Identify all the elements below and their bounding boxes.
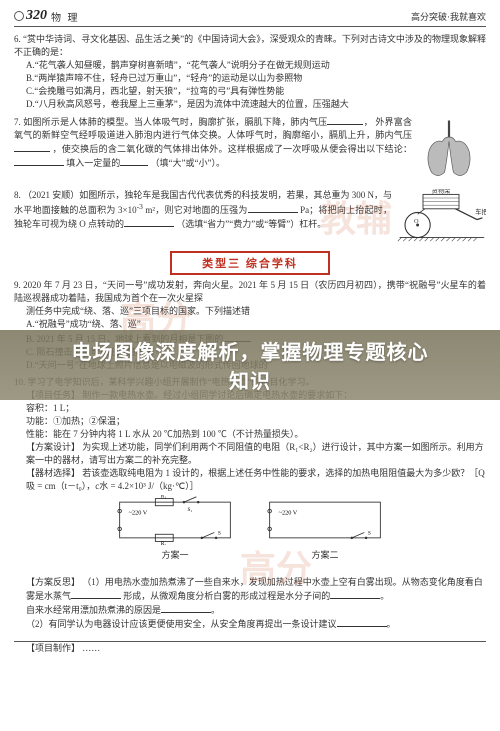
pivot-label: O (414, 219, 419, 226)
task4-label: 【方案反思】 (26, 577, 80, 587)
circuit1-icon: ~220 V R₁ S₁ R₂ S (110, 495, 240, 545)
cap-value: 1 L； (53, 403, 74, 413)
q8-sup: -3 (137, 202, 143, 211)
func-value: ①加热；②保温； (53, 416, 125, 426)
svg-text:S: S (218, 530, 221, 536)
question-8: 货物架 O 车把 8. （2021 安顺）如图所示，独轮 (14, 189, 486, 245)
cart-figure: 货物架 O 车把 (396, 189, 486, 245)
q6-option-b: B.“两岸猿声啼不住，轻舟已过万重山”，“轻舟”的运动是以山为参照物 (26, 72, 486, 85)
q10-blank-1 (71, 589, 121, 599)
q8-stem-d: （选填“省力”“费力”或“等臂”）杠杆。 (176, 219, 326, 229)
question-6: 6. “赏中华诗词、寻文化基因、品生活之美”的《中国诗词大会》，深受观众的青睐。… (14, 33, 486, 111)
func-label: 功能： (26, 416, 53, 426)
svg-text:~220 V: ~220 V (279, 510, 298, 517)
q6-option-d: D.“八月秋高风怒号，卷我屋上三重茅”，是因为流体中流速越大的位置，压强越大 (26, 98, 486, 111)
task4-c: 自来水经常用漂加热煮沸的原因是 (26, 605, 161, 615)
q7-stem-a: 如图所示是人体肺的模型。当人体吸气时，胸廓扩张，膈肌下降，肺内气压 (23, 117, 327, 127)
q7-blank-1 (327, 115, 363, 125)
question-7: 7. 如图所示是人体肺的模型。当人体吸气时，胸廓扩张，膈肌下降，肺内气压， 外界… (14, 115, 486, 185)
q7-blank-3 (14, 156, 64, 166)
svg-text:R₁: R₁ (161, 495, 167, 500)
svg-text:S₁: S₁ (188, 507, 193, 513)
perf-value: 能在 7 分钟内将 1 L 水从 20 ℃加热到 100 ℃（不计热量损失）。 (53, 429, 303, 439)
circuit-plan1: ~220 V R₁ S₁ R₂ S 方案一 (110, 495, 240, 562)
plan1-label: 方案一 (110, 549, 240, 562)
q9-number: 9. (14, 280, 21, 290)
svg-text:R₂: R₂ (161, 541, 167, 545)
slogan: 高分突破·我就喜欢 (411, 10, 486, 23)
q8-blank-2 (124, 217, 174, 227)
circuit-figures: ~220 V R₁ S₁ R₂ S 方案一 ~220 V S (14, 495, 486, 562)
page-number: 320 (14, 8, 47, 24)
plan2-label: 方案二 (260, 549, 390, 562)
svg-text:S: S (368, 530, 371, 536)
shelf-label: 货物架 (432, 189, 452, 195)
cap-label: 容积： (26, 403, 53, 413)
q10-blank-2 (330, 589, 380, 599)
overlay-line1: 电场图像深度解析，掌握物理专题核心 (72, 336, 429, 365)
q8-stem-b: m²，则它对地面的压强为 (145, 205, 247, 215)
subject-label: 物 理 (51, 9, 80, 24)
wheelbarrow-icon: 货物架 O 车把 (396, 189, 486, 243)
section-banner: 类型三 综合学科 (170, 251, 330, 275)
task5-text: …… (82, 643, 100, 653)
task3-label: 【器材选择】 (26, 468, 80, 478)
lungs-icon (416, 115, 482, 181)
q8-number: 8. (14, 190, 21, 200)
circuit2-icon: ~220 V S (260, 495, 390, 545)
q6-option-c: C.“会挽雕弓如满月，西北望，射天狼”，“拉弯的弓”具有弹性势能 (26, 85, 486, 98)
q7-stem-c: ，使交换后的含二氧化碳的气体排出体外。这样根据成了一次呼吸从便会得出以下结论： (52, 144, 412, 154)
q10-blank-3 (161, 603, 211, 613)
page-badge: 320 物 理 (14, 8, 80, 24)
overlay-title: 电场图像深度解析，掌握物理专题核心 知识 (72, 336, 429, 394)
q7-stem-e: （填“大”或“小”）。 (151, 158, 225, 168)
q7-stem-d: 填入一定量的 (66, 158, 120, 168)
task5-label: 【项目制作】 (26, 643, 80, 653)
overlay-line2: 知识 (72, 365, 429, 394)
perf-label: 性能： (26, 429, 53, 439)
page-header: 320 物 理 高分突破·我就喜欢 (14, 8, 486, 27)
q9-stem-a: 2020 年 7 月 23 日，“天问一号”成功发射，奔向火星。2021 年 5… (14, 280, 486, 303)
q9-stem-b: 测任务中完成“绕、落、巡”三项目标的国家。下列描述错 (14, 305, 486, 318)
q6-number: 6. (14, 34, 21, 44)
lungs-figure (416, 115, 486, 185)
q7-number: 7. (14, 117, 21, 127)
handle-label: 车把 (475, 208, 486, 217)
overlay-band: 电场图像深度解析，掌握物理专题核心 知识 (0, 330, 500, 400)
task2-label: 【方案设计】 (26, 442, 80, 452)
q6-stem: “赏中华诗词、寻文化基因、品生活之美”的《中国诗词大会》，深受观众的青睐。下列对… (14, 34, 486, 57)
q6-option-a: A.“花气袭人知昼暖，鹊声穿树喜新晴”，“花气袭人”说明分子在做无规则运动 (26, 59, 486, 72)
svg-text:~220 V: ~220 V (129, 510, 148, 517)
question-10: 10. 学习了电学知识后，某科学兴趣小组开展制作“电热水壶”的项目化学习。 【项… (14, 376, 486, 656)
task2-text: 为实现上述功能，同学们利用两个不同阻值的电阻（R₁<R₂）进行设计，其中方案一如… (26, 442, 484, 465)
q10-blank-4 (337, 617, 387, 627)
q8-blank-1 (248, 203, 298, 213)
task4-b: 形成，从微观角度分析白雾的形成过程是水分子间的 (123, 591, 330, 601)
task4-d: （2）有同学认为电器设计应该更便使用安全，从安全角度再提出一条设计建议 (26, 619, 337, 629)
circuit-plan2: ~220 V S 方案二 (260, 495, 390, 562)
task3-text: 若该壶选取纯电阻为 1 设计的，根据上述任务中性能的要求，选择的加热电阻阻值最大… (26, 468, 485, 491)
q7-blank-4 (120, 156, 148, 166)
q7-blank-2 (14, 142, 50, 152)
